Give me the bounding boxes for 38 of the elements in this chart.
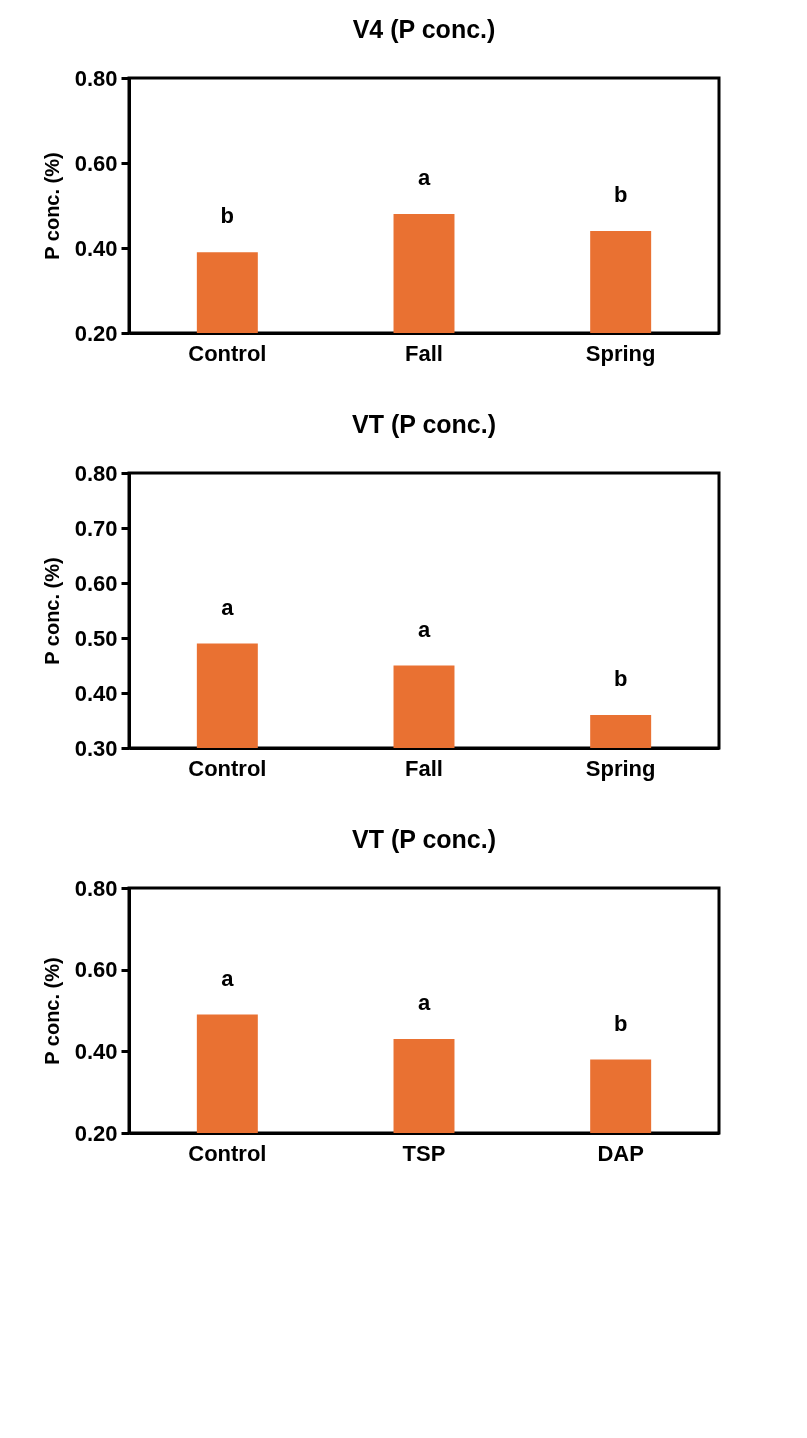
- x-tick-label: Fall: [405, 340, 443, 366]
- x-tick-label: Spring: [585, 340, 656, 366]
- y-tick-label: 0.30: [74, 735, 118, 761]
- x-tick-label: DAP: [597, 1140, 644, 1166]
- y-tick-label: 0.40: [74, 1038, 118, 1064]
- y-tick-label: 0.60: [74, 150, 118, 176]
- chart-title: V4 (P conc.): [352, 15, 496, 43]
- annotation: b: [613, 1010, 628, 1036]
- y-tick-label: 0.20: [74, 320, 118, 346]
- y-axis-title: P conc. (%): [40, 152, 63, 260]
- annotation: a: [417, 990, 431, 1016]
- y-tick-label: 0.60: [74, 957, 118, 983]
- x-tick-label: Fall: [405, 755, 443, 781]
- annotation: b: [613, 666, 628, 691]
- annotation: b: [613, 182, 628, 207]
- x-tick-label: TSP: [402, 1140, 446, 1166]
- annotation: a: [417, 616, 431, 642]
- y-axis-title: P conc. (%): [40, 557, 63, 665]
- y-tick-label: 0.40: [74, 235, 118, 261]
- annotation: a: [417, 165, 431, 190]
- y-tick-label: 0.50: [74, 625, 118, 651]
- x-tick-label: Control: [188, 1140, 267, 1166]
- y-tick-label: 0.80: [74, 65, 118, 91]
- y-tick-label: 0.20: [74, 1120, 118, 1146]
- annotation: a: [221, 594, 235, 620]
- y-axis-title: P conc. (%): [40, 957, 63, 1065]
- y-tick-label: 0.60: [74, 570, 118, 596]
- x-tick-label: Control: [188, 755, 267, 781]
- y-tick-label: 0.80: [74, 875, 118, 901]
- y-tick-label: 0.80: [74, 460, 118, 486]
- annotation: a: [221, 965, 235, 991]
- chart-title: VT (P conc.): [351, 410, 497, 438]
- x-tick-label: Control: [188, 340, 267, 366]
- y-tick-label: 0.70: [74, 515, 118, 541]
- y-tick-label: 0.40: [74, 680, 118, 706]
- annotation: b: [220, 203, 235, 229]
- chart-title: VT (P conc.): [351, 825, 497, 853]
- x-tick-label: Spring: [585, 755, 656, 781]
